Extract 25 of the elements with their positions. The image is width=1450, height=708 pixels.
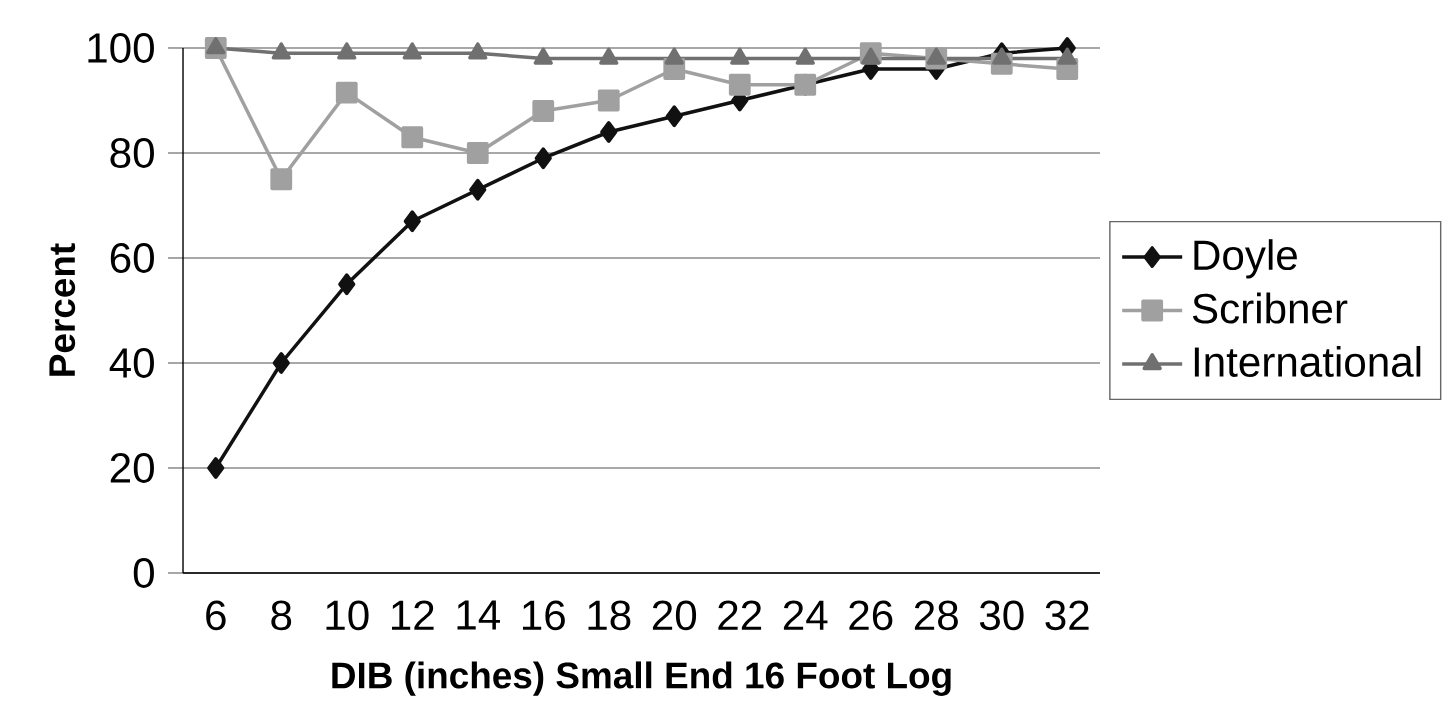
x-tick-label: 22 [718,600,762,630]
x-tick-label: 6 [206,600,226,631]
y-axis-title: Percent [49,243,76,376]
y-tick-label: 20 [110,453,154,484]
y-tick-label: 40 [109,348,154,379]
x-tick-label: 18 [588,600,631,631]
legend-label: Doyle [1194,239,1297,279]
x-tick-label: 16 [523,600,565,631]
x-tick-label: 24 [783,600,828,630]
y-tick-label: 80 [110,138,154,169]
legend-label: Scribner [1192,292,1348,324]
x-tick-label: 32 [1045,600,1089,631]
x-tick-label: 10 [326,600,369,631]
y-tick-label: 60 [110,243,154,274]
x-tick-label: 12 [392,600,434,630]
x-axis-title: DIB (inches) Small End 16 Foot Log [332,661,951,697]
x-tick-label: 8 [271,600,292,631]
x-tick-label: 20 [652,600,697,631]
x-tick-label: 26 [849,600,893,631]
x-tick-label: 14 [457,600,500,630]
x-tick-label: 30 [979,600,1024,631]
y-tick-label: 0 [133,558,154,589]
y-tick-label: 100 [88,33,154,64]
legend-label: International [1194,346,1421,378]
x-tick-label: 28 [914,600,958,631]
